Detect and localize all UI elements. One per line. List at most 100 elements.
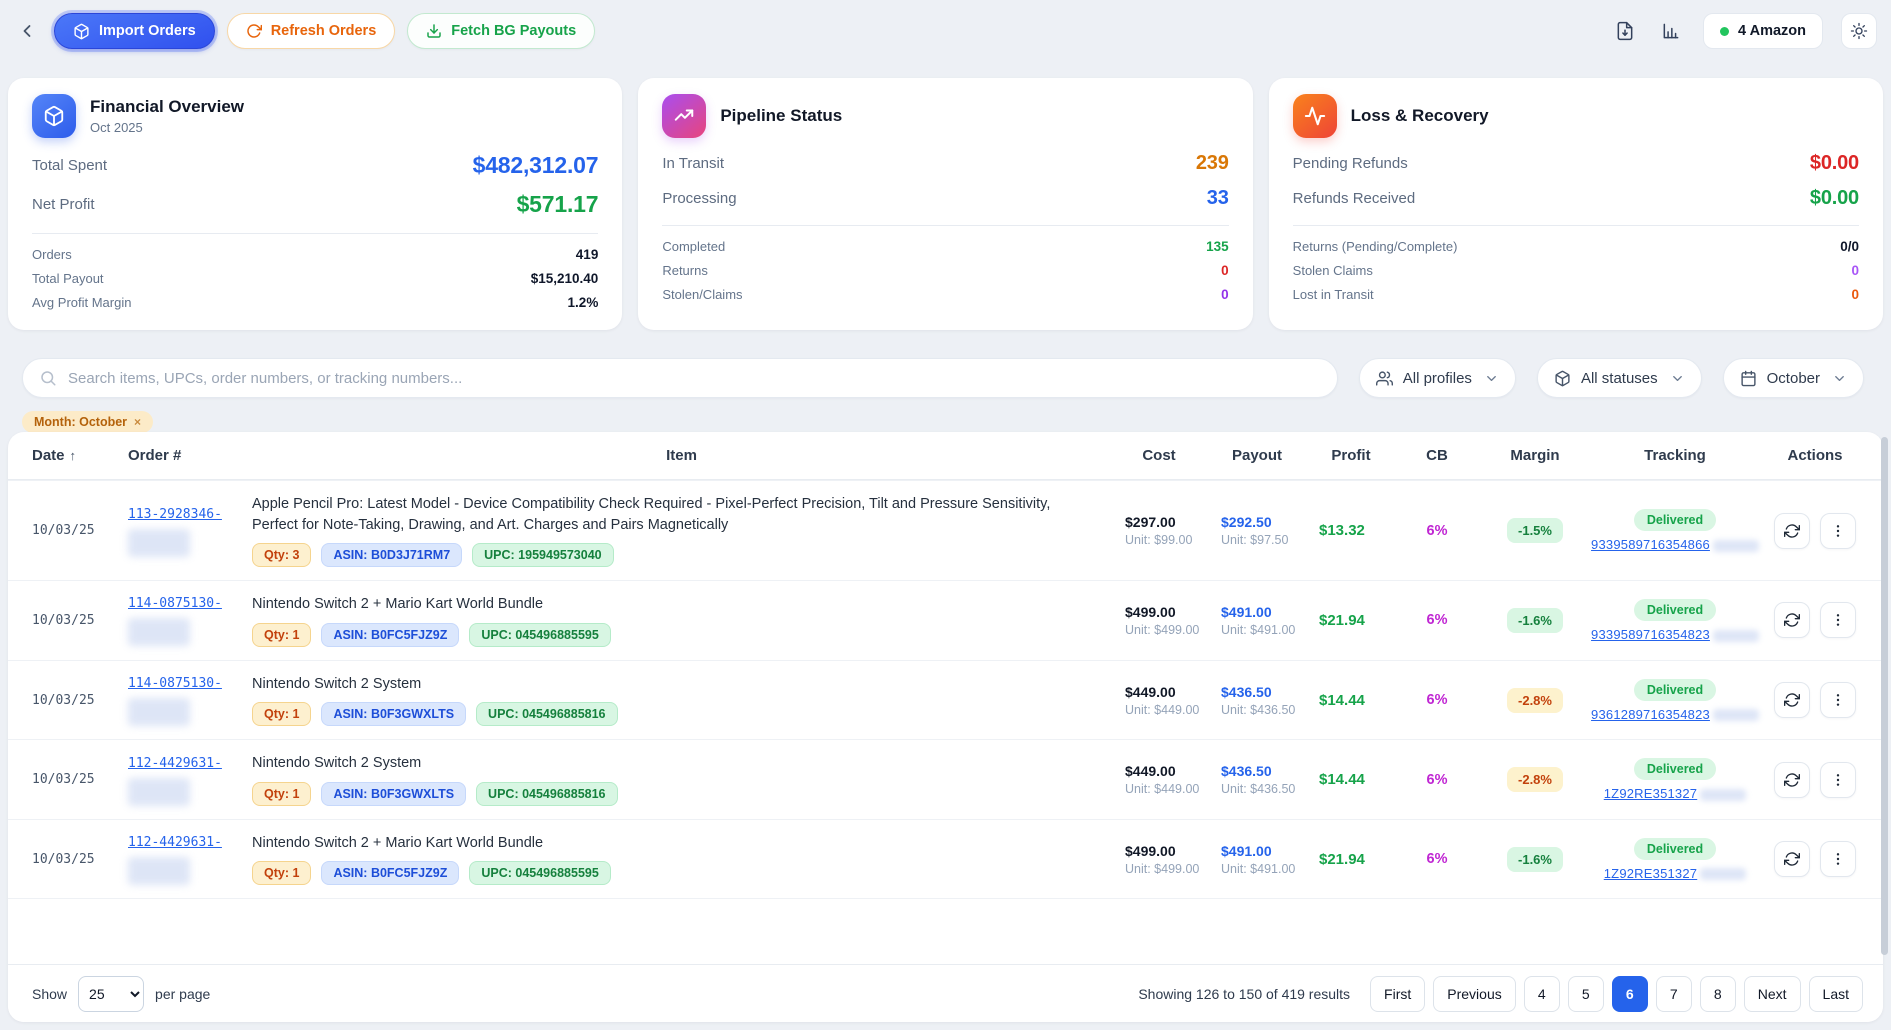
cb-value: 6% [1395,851,1479,867]
column-header-payout[interactable]: Payout [1207,447,1307,464]
payout-total: $491.00 [1221,604,1307,620]
search-input[interactable] [68,370,1321,387]
back-button[interactable] [12,13,42,49]
tracking-number-line: 1Z92RE351327 [1591,786,1759,801]
fetch-bg-payouts-button[interactable]: Fetch BG Payouts [407,13,595,49]
tracking-link[interactable]: 9339589716354866 [1591,537,1710,552]
table-header: Date↑ Order # Item Cost Payout Profit CB… [8,432,1883,480]
scrollbar[interactable] [1881,437,1888,955]
results-summary: Showing 126 to 150 of 419 results [1138,986,1350,1002]
item-title: Nintendo Switch 2 System [252,674,1097,695]
statuses-filter-label: All statuses [1581,370,1658,387]
order-link[interactable]: 112-4429631- [128,835,222,850]
refresh-tracking-button[interactable] [1774,513,1810,549]
page-number-button[interactable]: 8 [1700,976,1736,1012]
box-icon [1554,370,1571,387]
column-header-date[interactable]: Date↑ [32,447,128,464]
order-link[interactable]: 114-0875130- [128,596,222,611]
import-orders-button[interactable]: Import Orders [54,13,215,49]
margin-cell: -1.6% [1479,608,1591,633]
column-header-cb[interactable]: CB [1395,447,1479,464]
stat-label: In Transit [662,155,724,172]
stat-value: 239 [1196,152,1229,175]
column-header-margin[interactable]: Margin [1479,447,1591,464]
redacted-order-suffix [128,778,190,806]
month-filter-chip[interactable]: Month: October × [22,411,153,433]
previous-page-button[interactable]: Previous [1433,976,1515,1012]
per-page-label: per page [155,986,210,1002]
card-secondary-stats: Completed 135 Returns 0 Stolen/Claims 0 [662,234,1228,306]
kebab-icon [1830,523,1846,539]
tracking-link[interactable]: 9361289716354823 [1591,707,1710,722]
card-heading: Pipeline Status [720,106,842,126]
order-date: 10/03/25 [32,693,128,708]
statuses-filter-dropdown[interactable]: All statuses [1537,358,1702,398]
column-header-cost[interactable]: Cost [1111,447,1207,464]
account-selector[interactable]: 4 Amazon [1703,13,1823,49]
row-menu-button[interactable] [1820,682,1856,718]
column-header-item[interactable]: Item [252,447,1111,464]
trend-up-icon [673,105,695,127]
last-page-button[interactable]: Last [1809,976,1863,1012]
export-file-button[interactable] [1611,17,1639,45]
first-page-button[interactable]: First [1370,976,1425,1012]
close-icon[interactable]: × [134,415,141,429]
card-secondary-stats: Returns (Pending/Complete) 0/0 Stolen Cl… [1293,234,1859,306]
refresh-orders-button[interactable]: Refresh Orders [227,13,396,49]
order-number-cell: 114-0875130- [128,674,252,726]
tracking-link[interactable]: 9339589716354823 [1591,627,1710,642]
stat-row: Avg Profit Margin 1.2% [32,290,598,314]
chevron-down-icon [1484,371,1499,386]
stat-row: In Transit 239 [662,146,1228,181]
theme-toggle-button[interactable] [1841,13,1877,49]
table-row: 10/03/25 112-4429631- Nintendo Switch 2 … [8,739,1883,819]
refresh-tracking-button[interactable] [1774,682,1810,718]
refresh-tracking-button[interactable] [1774,602,1810,638]
row-actions [1759,841,1871,877]
profiles-filter-dropdown[interactable]: All profiles [1359,358,1516,398]
row-menu-button[interactable] [1820,762,1856,798]
refresh-icon [1784,612,1800,628]
sort-asc-icon: ↑ [70,448,77,463]
toolbar-right: 4 Amazon [1611,13,1877,49]
item-title: Nintendo Switch 2 + Mario Kart World Bun… [252,594,1097,615]
stat-row: Lost in Transit 0 [1293,282,1859,306]
order-link[interactable]: 113-2928346- [128,507,222,522]
row-menu-button[interactable] [1820,602,1856,638]
item-badges: Qty: 1 ASIN: B0F3GWXLTS UPC: 04549688581… [252,702,1111,726]
refresh-tracking-button[interactable] [1774,841,1810,877]
tracking-link[interactable]: 1Z92RE351327 [1604,786,1697,801]
calendar-icon [1740,370,1757,387]
refresh-tracking-button[interactable] [1774,762,1810,798]
card-icon [32,94,76,138]
column-header-order[interactable]: Order # [128,447,252,464]
summary-cards: Financial Overview Oct 2025 Total Spent … [0,62,1891,330]
column-header-tracking[interactable]: Tracking [1591,447,1759,464]
page-number-button[interactable]: 4 [1524,976,1560,1012]
stat-value: 135 [1206,239,1229,254]
next-row-partial [8,898,1883,952]
order-number-cell: 113-2928346- [128,505,252,557]
active-filters: Month: October × [22,411,1891,433]
order-link[interactable]: 112-4429631- [128,756,222,771]
page-number-button[interactable]: 6 [1612,976,1648,1012]
tracking-cell: Delivered 9361289716354823 [1591,679,1759,722]
page-number-button[interactable]: 7 [1656,976,1692,1012]
row-menu-button[interactable] [1820,841,1856,877]
stat-row: Net Profit $571.17 [32,185,598,224]
month-filter-dropdown[interactable]: October [1723,358,1864,398]
page-number-button[interactable]: 5 [1568,976,1604,1012]
analytics-button[interactable] [1657,17,1685,45]
cost-unit: Unit: $99.00 [1125,533,1207,547]
card-title: Financial Overview [90,97,244,117]
stat-row: Stolen/Claims 0 [662,282,1228,306]
order-link[interactable]: 114-0875130- [128,676,222,691]
page-size-select[interactable]: 25 [78,976,144,1012]
next-page-button[interactable]: Next [1744,976,1801,1012]
column-header-profit[interactable]: Profit [1307,447,1395,464]
cb-value: 6% [1395,612,1479,628]
card-heading: Loss & Recovery [1351,106,1489,126]
card-primary-stats: Total Spent $482,312.07 Net Profit $571.… [32,146,598,224]
tracking-link[interactable]: 1Z92RE351327 [1604,866,1697,881]
row-menu-button[interactable] [1820,513,1856,549]
